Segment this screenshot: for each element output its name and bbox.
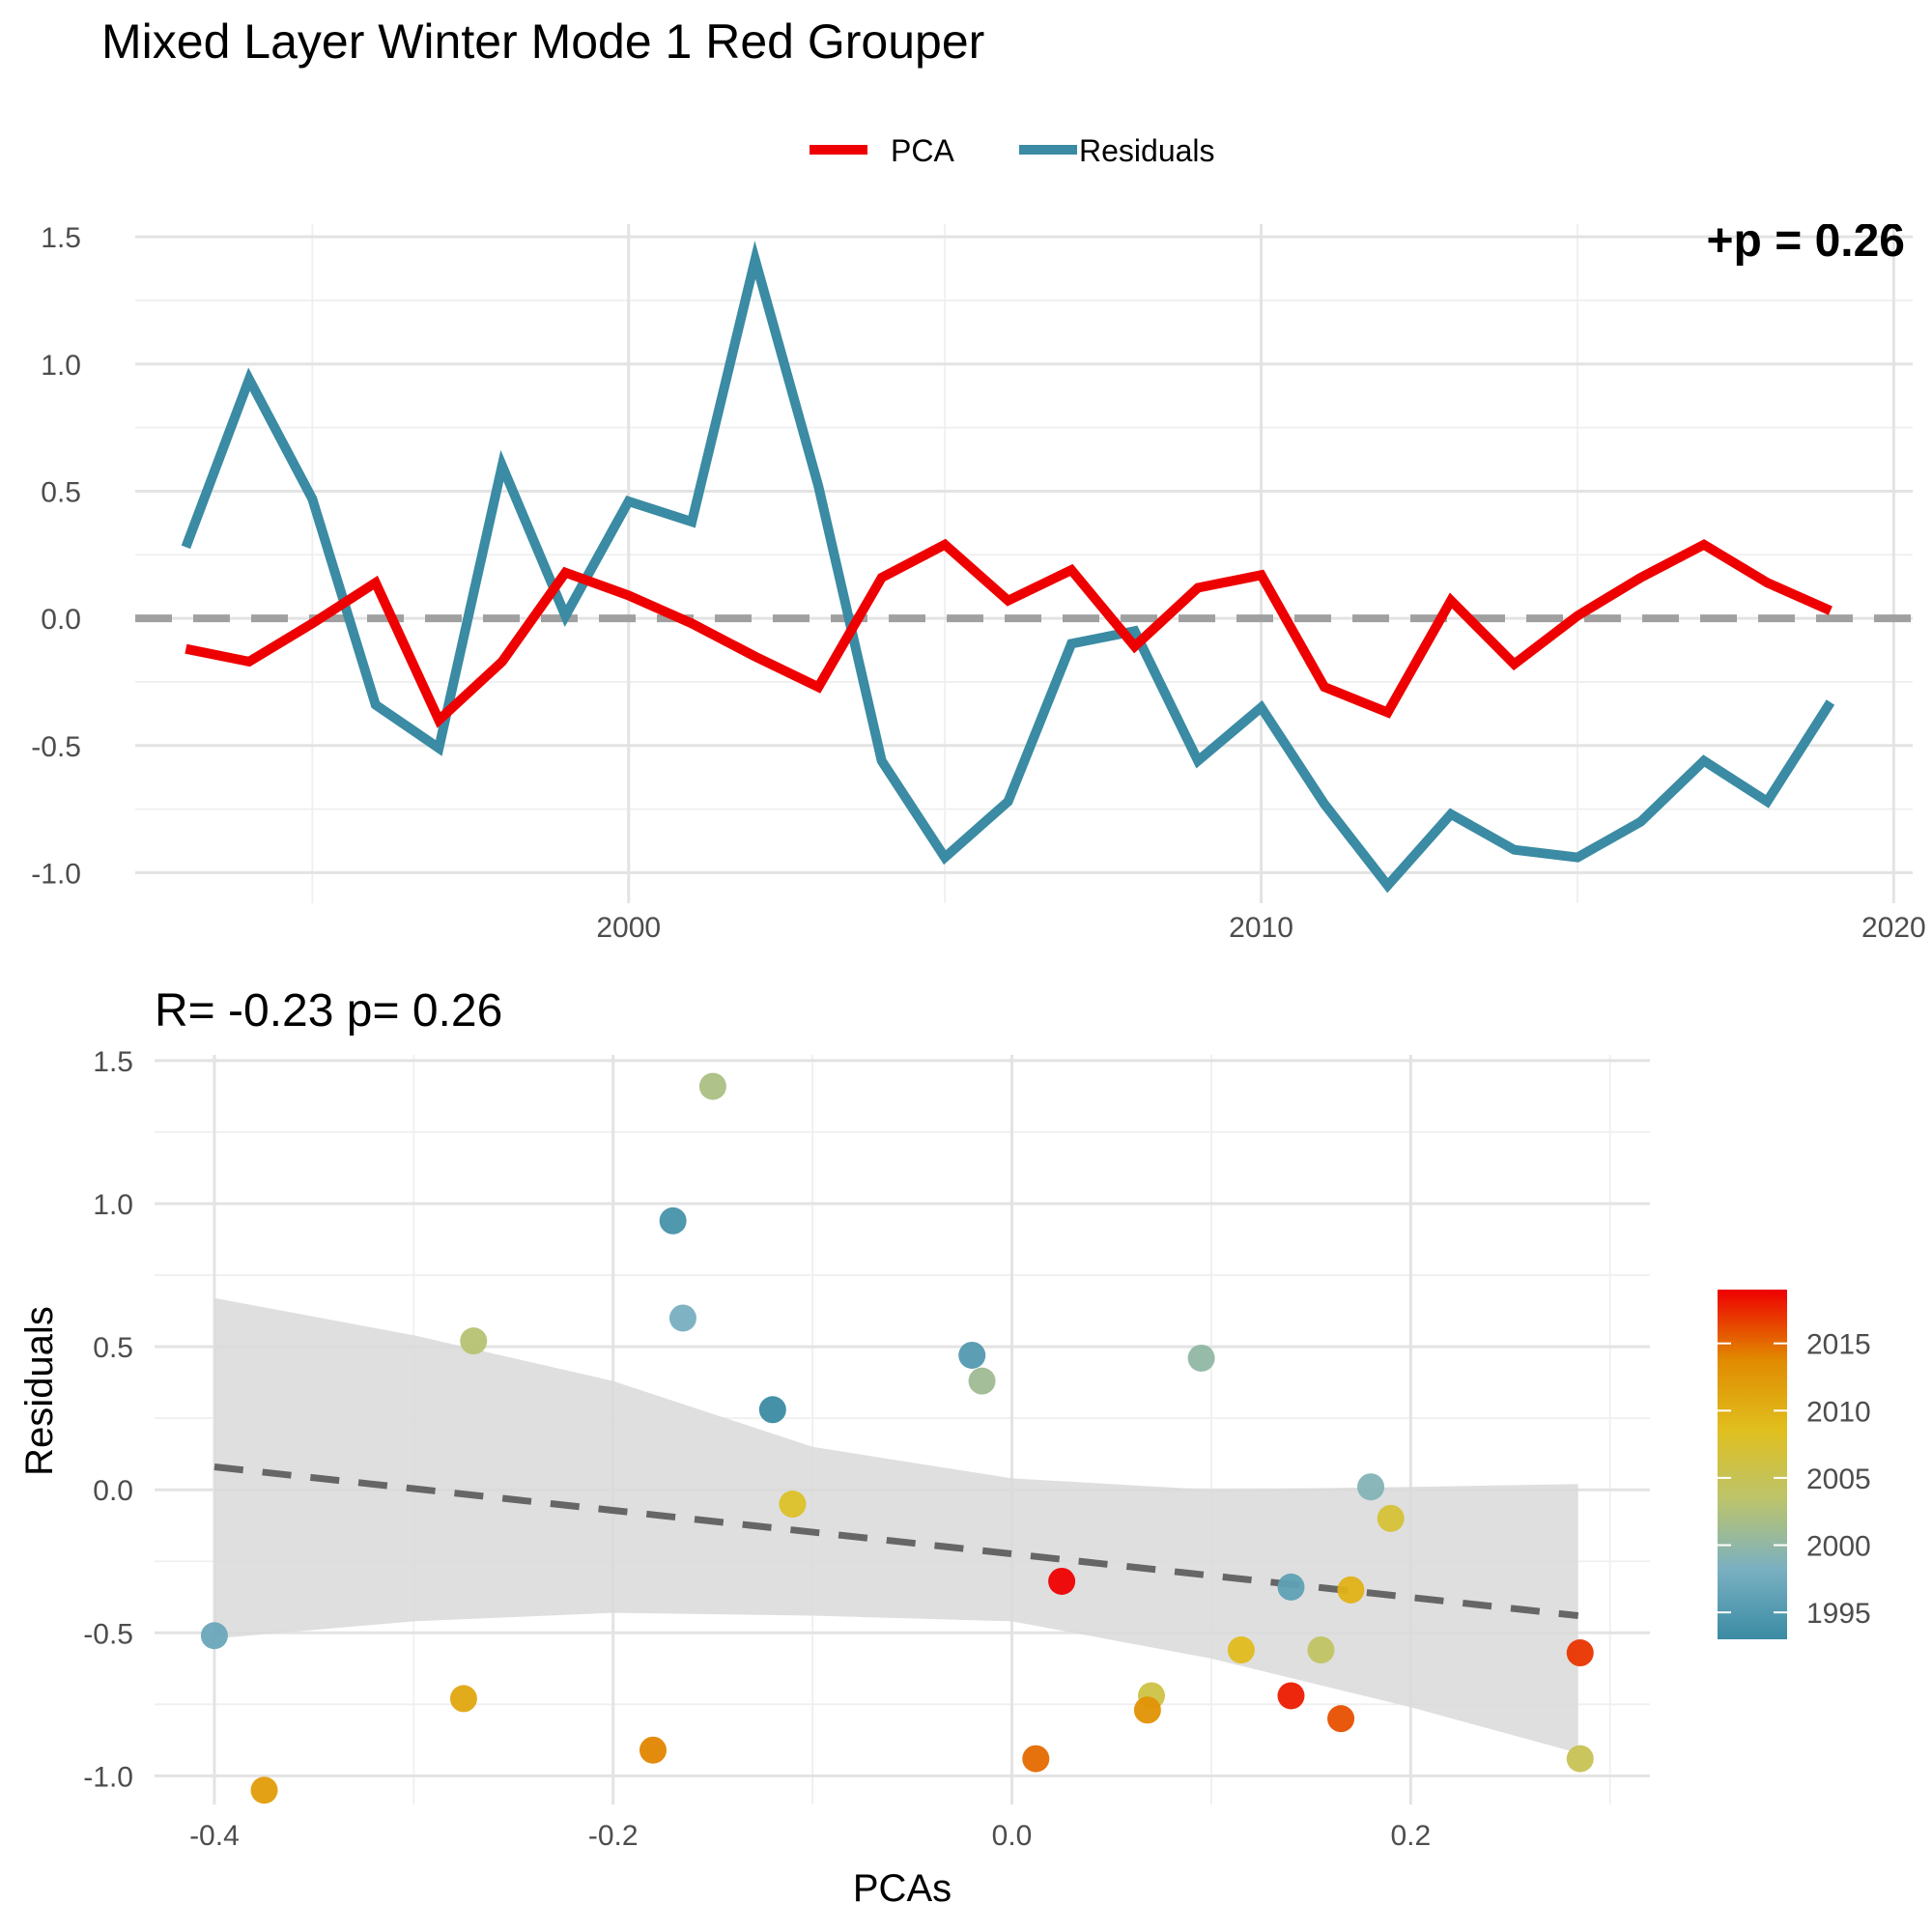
year-colorbar: 1995 2000 2005 2010 2015 <box>1718 1290 1871 1639</box>
scatter-point <box>1227 1636 1255 1664</box>
scatter-tick-labels: -1.0 -0.5 0.0 0.5 1.0 1.5 -0.4 -0.2 0.0 0.2 <box>83 1046 1431 1852</box>
y-tick-label: -1.0 <box>83 1761 133 1793</box>
series-line-pca <box>185 538 1833 728</box>
scatter-point <box>1566 1639 1594 1667</box>
chart-title: Mixed Layer Winter Mode 1 Red Grouper <box>101 14 984 69</box>
timeseries-lines <box>181 241 1835 894</box>
y-tick-label: -1.0 <box>31 858 81 890</box>
colorbar-gradient <box>1718 1290 1787 1639</box>
y-tick-label: -0.5 <box>83 1618 133 1650</box>
scatter-point <box>758 1396 786 1424</box>
x-tick-label: 0.0 <box>992 1820 1033 1852</box>
scatter-point <box>250 1776 278 1804</box>
y-axis-label: Residuals <box>18 1306 61 1476</box>
colorbar-tick-label: 2005 <box>1806 1463 1871 1495</box>
timeseries-panel: -1.0 -0.5 0.0 0.5 1.0 1.5 2000 2010 2020 +p = 0.… <box>31 215 1925 944</box>
scatter-point <box>639 1736 667 1764</box>
y-tick-label: 1.5 <box>41 222 81 254</box>
scatter-point <box>1277 1682 1305 1710</box>
colorbar-tick-label: 1995 <box>1806 1598 1871 1630</box>
scatter-point <box>1187 1344 1215 1372</box>
x-tick-label: 0.2 <box>1390 1820 1431 1852</box>
scatter-point <box>200 1622 228 1650</box>
scatter-point <box>1566 1745 1594 1773</box>
scatter-point <box>698 1072 726 1100</box>
y-tick-label: 1.5 <box>93 1046 133 1078</box>
scatter-point <box>779 1491 807 1519</box>
confidence-band <box>213 1297 1578 1753</box>
x-tick-label: 2000 <box>596 912 661 944</box>
colorbar-tick-label: 2000 <box>1806 1531 1871 1563</box>
legend-label-residuals: Residuals <box>1079 133 1215 168</box>
correlation-subtitle: R= -0.23 p= 0.26 <box>155 985 502 1037</box>
fit-dashed-line <box>213 1463 1579 1619</box>
y-tick-label: -0.5 <box>31 731 81 763</box>
series-line-residuals <box>181 241 1835 894</box>
y-tick-label: 0.0 <box>93 1475 133 1507</box>
scatter-point <box>460 1327 488 1355</box>
scatter-points <box>200 1072 1594 1804</box>
timeseries-tick-labels: -1.0 -0.5 0.0 0.5 1.0 1.5 2000 2010 2020 <box>31 222 1925 944</box>
y-tick-label: 0.0 <box>41 604 81 636</box>
legend: PCA Residuals <box>810 133 1215 168</box>
scatter-point <box>668 1304 696 1332</box>
scatter-point <box>1337 1576 1365 1604</box>
scatter-point <box>1048 1567 1076 1595</box>
colorbar-tick-label: 2010 <box>1806 1396 1871 1428</box>
annotation-text: +p = 0.26 <box>1707 215 1905 267</box>
colorbar-tick-label: 2015 <box>1806 1329 1871 1361</box>
timeseries-grid <box>135 224 1913 903</box>
scatter-point <box>1277 1573 1305 1601</box>
confidence-band-area <box>213 1297 1578 1753</box>
scatter-point <box>1327 1705 1355 1733</box>
x-tick-label: -0.2 <box>588 1820 639 1852</box>
scatter-point <box>659 1207 687 1235</box>
x-tick-label: 2010 <box>1229 912 1293 944</box>
y-tick-label: 1.0 <box>93 1189 133 1221</box>
scatter-panel: -1.0 -0.5 0.0 0.5 1.0 1.5 -0.4 -0.2 0.0 0.2 <box>83 1046 1650 1852</box>
legend-label-pca: PCA <box>891 133 954 168</box>
scatter-point <box>1357 1473 1385 1501</box>
scatter-point <box>1377 1504 1405 1532</box>
y-tick-label: 0.5 <box>93 1332 133 1364</box>
x-axis-label: PCAs <box>853 1867 952 1910</box>
regression-line <box>213 1463 1579 1619</box>
scatter-point <box>1133 1696 1161 1724</box>
x-tick-label: 2020 <box>1861 912 1926 944</box>
scatter-point <box>968 1367 996 1395</box>
scatter-point <box>958 1341 986 1369</box>
x-tick-label: -0.4 <box>189 1820 240 1852</box>
scatter-point <box>1307 1636 1335 1664</box>
scatter-point <box>449 1685 477 1713</box>
y-tick-label: 1.0 <box>41 350 81 382</box>
clipped-annotation: +p = 0.26 <box>1707 215 1905 267</box>
y-tick-label: 0.5 <box>41 476 81 508</box>
scatter-point <box>1022 1745 1050 1773</box>
